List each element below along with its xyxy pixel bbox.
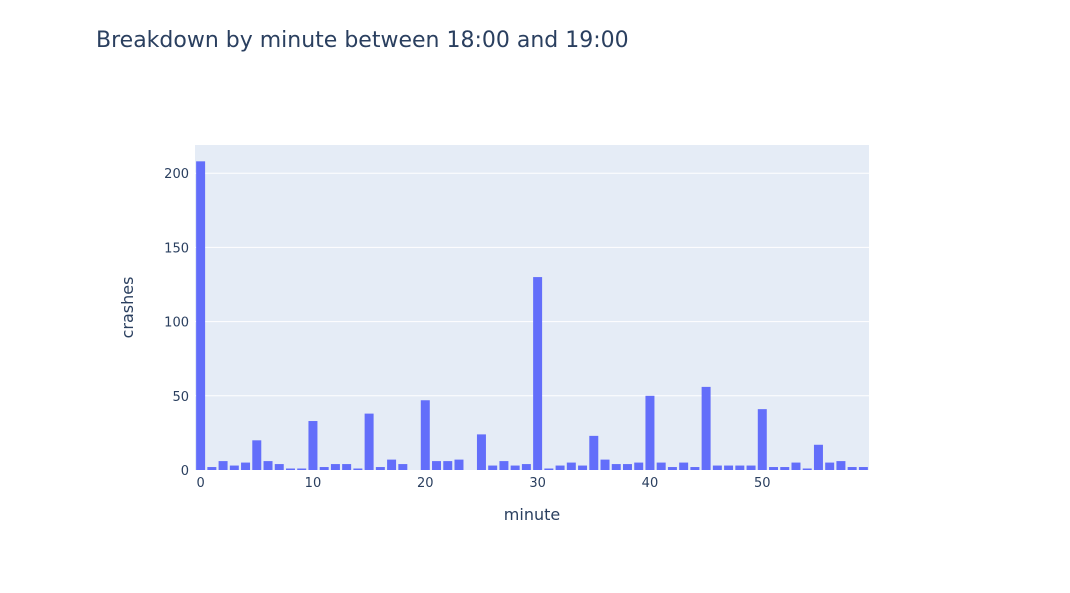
bar[interactable] [791, 462, 801, 470]
bar[interactable] [454, 459, 464, 470]
bar[interactable] [398, 464, 408, 470]
bar[interactable] [420, 400, 430, 470]
bar[interactable] [679, 462, 689, 470]
bar[interactable] [499, 461, 509, 470]
bar[interactable] [769, 467, 779, 470]
bar[interactable] [825, 462, 835, 470]
bar[interactable] [578, 465, 588, 470]
y-tick-label: 150 [164, 241, 189, 256]
y-tick-label: 0 [181, 464, 189, 479]
bar[interactable] [589, 435, 599, 470]
bar[interactable] [342, 464, 352, 470]
bar[interactable] [667, 467, 677, 470]
bar[interactable] [274, 464, 284, 470]
x-axis-ticks: 0 10 20 30 40 50 [196, 476, 770, 491]
y-tick-label: 50 [172, 390, 189, 405]
bar[interactable] [802, 468, 812, 470]
bar[interactable] [218, 461, 228, 470]
bar[interactable] [858, 467, 868, 470]
bar[interactable] [712, 465, 722, 470]
bar[interactable] [622, 464, 632, 470]
bar[interactable] [252, 440, 262, 470]
bar[interactable] [196, 161, 206, 470]
x-tick-label: 30 [529, 476, 546, 491]
bars [196, 161, 868, 470]
x-tick-label: 40 [642, 476, 659, 491]
bar[interactable] [600, 459, 610, 470]
bar[interactable] [353, 468, 363, 470]
bar[interactable] [544, 468, 554, 470]
bar[interactable] [757, 409, 767, 470]
bar[interactable] [724, 465, 734, 470]
bar[interactable] [319, 467, 329, 470]
bar[interactable] [241, 462, 251, 470]
bar[interactable] [533, 277, 543, 470]
bar[interactable] [263, 461, 273, 470]
x-axis-title: minute [504, 505, 560, 524]
y-tick-label: 200 [164, 167, 189, 182]
bar[interactable] [645, 395, 655, 470]
bar[interactable] [746, 465, 756, 470]
bar[interactable] [229, 465, 239, 470]
y-axis-title: crashes [118, 277, 137, 339]
bar[interactable] [476, 434, 486, 470]
x-tick-label: 20 [417, 476, 434, 491]
y-tick-label: 100 [164, 316, 189, 331]
x-tick-label: 0 [196, 476, 204, 491]
plot-area [195, 145, 869, 470]
bar[interactable] [566, 462, 576, 470]
bar[interactable] [656, 462, 666, 470]
bar[interactable] [813, 444, 823, 470]
bar[interactable] [364, 413, 374, 470]
bar[interactable] [308, 421, 318, 470]
bar[interactable] [443, 461, 453, 470]
bar[interactable] [432, 461, 442, 470]
gridlines [195, 172, 869, 397]
bar[interactable] [555, 465, 565, 470]
bar[interactable] [701, 386, 711, 470]
bar[interactable] [488, 465, 498, 470]
bar[interactable] [375, 467, 385, 470]
bar[interactable] [735, 465, 745, 470]
x-tick-label: 10 [305, 476, 322, 491]
bar[interactable] [207, 467, 217, 470]
bar[interactable] [847, 467, 857, 470]
bar[interactable] [297, 468, 307, 470]
bar[interactable] [387, 459, 397, 470]
bar[interactable] [285, 468, 295, 470]
bar[interactable] [836, 461, 846, 470]
bar[interactable] [330, 464, 340, 470]
bar[interactable] [634, 462, 644, 470]
bar[interactable] [521, 464, 531, 470]
chart-title: Breakdown by minute between 18:00 and 19… [96, 28, 629, 53]
bar[interactable] [510, 465, 520, 470]
y-axis-ticks: 0 50 100 150 200 [164, 167, 189, 479]
bar[interactable] [690, 467, 700, 470]
bar[interactable] [780, 467, 790, 470]
bar[interactable] [611, 464, 621, 470]
x-tick-label: 50 [754, 476, 771, 491]
